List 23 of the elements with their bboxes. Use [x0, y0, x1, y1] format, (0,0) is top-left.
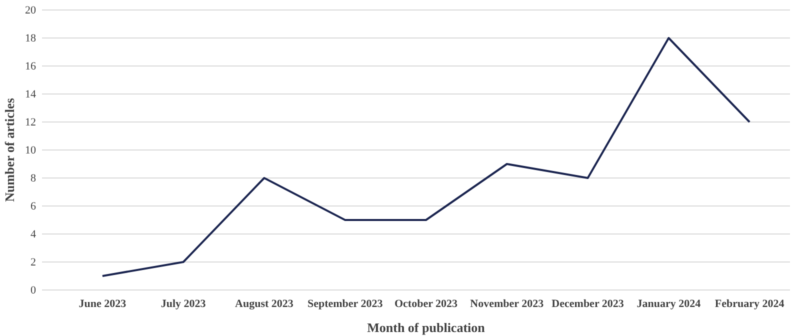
y-tick-label: 2 [30, 256, 36, 269]
x-tick-label: November 2023 [470, 298, 544, 310]
x-tick-label: June 2023 [78, 298, 127, 310]
x-tick-label: January 2024 [636, 298, 702, 310]
x-tick-label: February 2024 [714, 298, 785, 310]
y-tick-label: 0 [30, 284, 36, 297]
x-tick-label: December 2023 [552, 298, 624, 310]
x-tick-label: September 2023 [307, 298, 384, 310]
y-tick-label: 10 [25, 144, 36, 157]
y-tick-label: 4 [30, 228, 36, 241]
y-tick-label: 18 [25, 32, 36, 45]
x-tick-label: August 2023 [235, 298, 294, 310]
y-tick-label: 12 [25, 116, 36, 129]
line-series [101, 37, 751, 277]
x-axis-title: Month of publication [367, 320, 486, 335]
y-tick-label: 16 [25, 60, 36, 73]
x-tick-label: July 2023 [160, 298, 206, 310]
y-tick-label: 6 [30, 200, 36, 213]
y-tick-label: 8 [30, 172, 36, 185]
y-tick-label: 20 [25, 4, 36, 17]
y-axis-title: Number of articles [2, 98, 17, 202]
y-tick-label: 14 [25, 88, 36, 101]
x-tick-label: October 2023 [394, 298, 458, 310]
